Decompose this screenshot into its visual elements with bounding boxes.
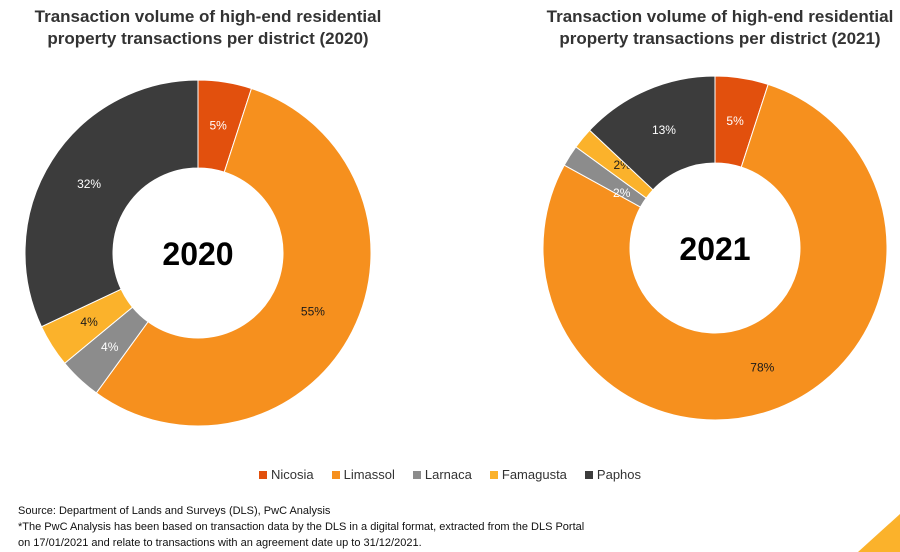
chart-legend: Nicosia Limassol Larnaca Famagusta Papho…	[0, 467, 900, 482]
chart-title-2021: Transaction volume of high-end residenti…	[520, 6, 900, 50]
slice-label-limassol-2021: 78%	[750, 360, 774, 374]
donut-slice-paphos-2020	[24, 79, 199, 328]
slice-label-nicosia-2021: 5%	[726, 114, 744, 128]
legend-swatch-famagusta	[489, 470, 498, 479]
donut-charts: 5%55%4%4%32%2020 5%78%2%2%13%2021	[24, 75, 888, 427]
donut-slice-limassol-2020	[95, 87, 372, 427]
corner-decoration	[858, 514, 900, 552]
source-line-1: Source: Department of Lands and Surveys …	[18, 505, 331, 517]
slice-label-nicosia-2020: 5%	[210, 119, 228, 133]
chart-title-2021-line2: property transactions per district (2021…	[559, 29, 881, 48]
chart-title-2020: Transaction volume of high-end residenti…	[8, 6, 408, 50]
donut-chart-2021: 5%78%2%2%13%2021	[542, 75, 888, 421]
legend-item-limassol: Limassol	[331, 467, 395, 482]
chart-title-2020-line1: Transaction volume of high-end residenti…	[34, 7, 382, 26]
legend-item-famagusta: Famagusta	[489, 467, 567, 482]
legend-label-famagusta: Famagusta	[501, 467, 567, 482]
source-line-3: on 17/01/2021 and relate to transactions…	[18, 537, 422, 549]
donut-center-label-2020: 2020	[162, 236, 233, 272]
donut-center-label-2021: 2021	[679, 231, 750, 267]
legend-item-nicosia: Nicosia	[258, 467, 314, 482]
slice-label-larnaca-2020: 4%	[101, 340, 119, 354]
legend-swatch-paphos	[584, 470, 593, 479]
legend-swatch-larnaca	[412, 470, 421, 479]
slice-label-larnaca-2021: 2%	[613, 186, 631, 200]
slice-label-paphos-2020: 32%	[77, 177, 101, 191]
legend-item-paphos: Paphos	[584, 467, 642, 482]
slice-label-limassol-2020: 55%	[301, 305, 325, 319]
legend-label-limassol: Limassol	[343, 467, 395, 482]
source-line-2: *The PwC Analysis has been based on tran…	[18, 521, 585, 533]
corner-triangle	[858, 514, 900, 552]
legend-label-paphos: Paphos	[596, 467, 642, 482]
legend-label-larnaca: Larnaca	[424, 467, 472, 482]
slice-label-famagusta-2020: 4%	[80, 315, 98, 329]
donut-slice-limassol-2021	[542, 83, 888, 421]
donut-chart-2020: 5% 55% 4%4% 32% 2020	[24, 79, 372, 427]
legend-swatch-limassol	[331, 470, 340, 479]
legend-swatch-nicosia	[258, 470, 267, 479]
chart-title-2021-line1: Transaction volume of high-end residenti…	[546, 7, 894, 26]
source-note: Source: Department of Lands and Surveys …	[18, 503, 698, 551]
legend-label-nicosia: Nicosia	[270, 467, 314, 482]
chart-title-2020-line2: property transactions per district (2020…	[47, 29, 369, 48]
donut-slice-paphos-2021	[588, 75, 716, 191]
legend-item-larnaca: Larnaca	[412, 467, 472, 482]
slice-label-paphos-2021: 13%	[652, 123, 676, 137]
